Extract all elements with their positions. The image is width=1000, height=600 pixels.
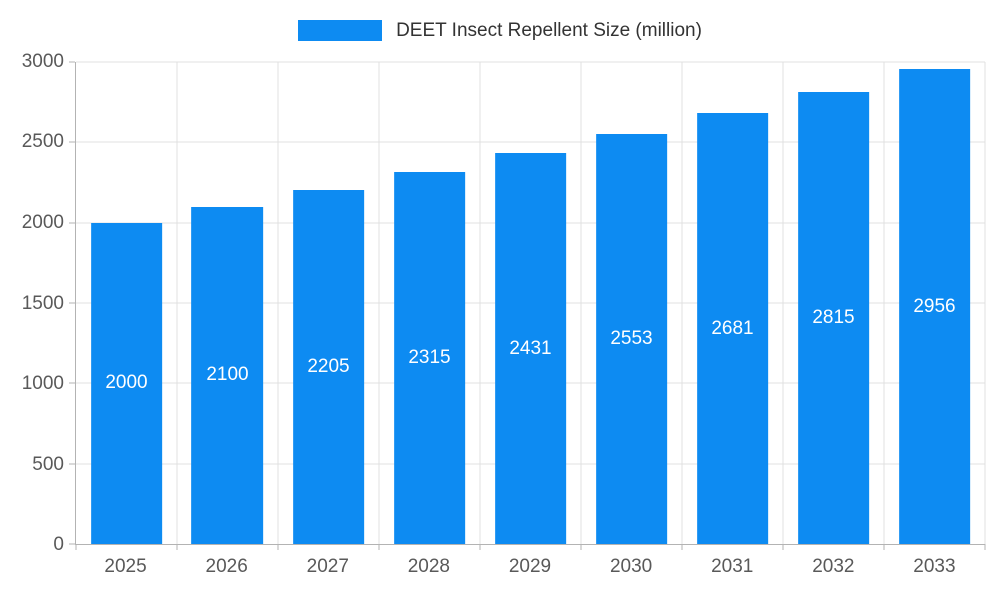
legend[interactable]: DEET Insect Repellent Size (million) [0,16,1000,44]
bar-value-label: 2431 [509,337,552,359]
x-axis: 2025 2026 2027 2028 2029 2030 2031 2032 2033 [75,556,985,586]
bar[interactable]: 2205 [292,189,365,544]
y-axis-tick-label: 0 [53,534,64,555]
y-axis-tick [69,141,75,143]
x-axis-tick [277,544,279,550]
bar[interactable]: 2553 [595,133,668,544]
x-axis-tick-label: 2025 [104,556,147,577]
x-axis-tick [782,544,784,550]
y-axis-tick-label: 500 [32,453,64,475]
x-axis-tick-label: 2029 [508,556,552,577]
plot-area: 2000 2100 2205 2315 2431 2553 2681 2815 2956 [69,61,986,550]
bar[interactable]: 2815 [797,91,870,544]
x-axis-tick-label: 2030 [609,556,653,577]
y-axis-tick-label: 2000 [21,211,64,233]
y-axis-tick-label: 1500 [21,292,64,314]
x-axis-tick [681,544,683,550]
gridline-vertical [681,62,683,544]
x-axis-tick [75,544,77,550]
legend-swatch [298,19,383,41]
bar[interactable]: 2956 [898,69,971,544]
x-axis-tick [580,544,582,550]
bar-value-label: 2815 [812,306,855,328]
gridline-vertical [277,62,279,544]
x-axis-tick [176,544,178,550]
x-axis-tick [479,544,481,550]
bar[interactable]: 2100 [191,206,264,544]
bar[interactable]: 2000 [90,222,163,544]
bar[interactable]: 2431 [494,153,567,544]
y-axis-tick-label: 3000 [21,51,64,72]
y-axis-tick [69,61,75,63]
bar-value-label: 2956 [913,295,956,317]
x-axis-tick [883,544,885,550]
bar-value-label: 2681 [711,317,754,339]
gridline-vertical [176,62,178,544]
bar[interactable]: 2315 [393,172,466,544]
gridline-horizontal [76,141,985,143]
gridline-vertical [782,62,784,544]
gridline-vertical [378,62,380,544]
bar[interactable]: 2681 [696,113,769,544]
y-axis-tick [69,222,75,224]
gridline-vertical [479,62,481,544]
x-axis-tick-label: 2028 [407,556,451,577]
bar-value-label: 2553 [610,327,653,349]
gridline-vertical [883,62,885,544]
x-axis-tick-label: 2032 [812,556,855,577]
gridline-vertical [580,62,582,544]
bar-value-label: 2315 [408,347,451,369]
x-axis-tick-label: 2027 [306,556,349,577]
x-axis-tick-label: 2026 [205,556,248,577]
y-axis-tick [69,382,75,384]
y-axis-tick [69,463,75,465]
bar-value-label: 2205 [307,355,350,377]
bar-value-label: 2100 [206,364,249,386]
y-axis-tick-label: 1000 [21,372,64,394]
gridline-horizontal [76,61,985,63]
legend-label: DEET Insect Repellent Size (million) [396,19,702,41]
x-axis-tick-label: 2033 [913,556,956,577]
y-axis-tick [69,302,75,304]
y-axis-tick [69,543,75,545]
y-axis-tick-label: 2500 [21,131,64,153]
x-axis-tick [984,544,986,550]
y-axis: 0 500 1000 1500 2000 2500 3000 [0,51,64,555]
bar-value-label: 2000 [105,372,148,394]
x-axis-tick-label: 2031 [711,556,754,577]
gridline-vertical [984,62,986,544]
x-axis-tick [378,544,380,550]
